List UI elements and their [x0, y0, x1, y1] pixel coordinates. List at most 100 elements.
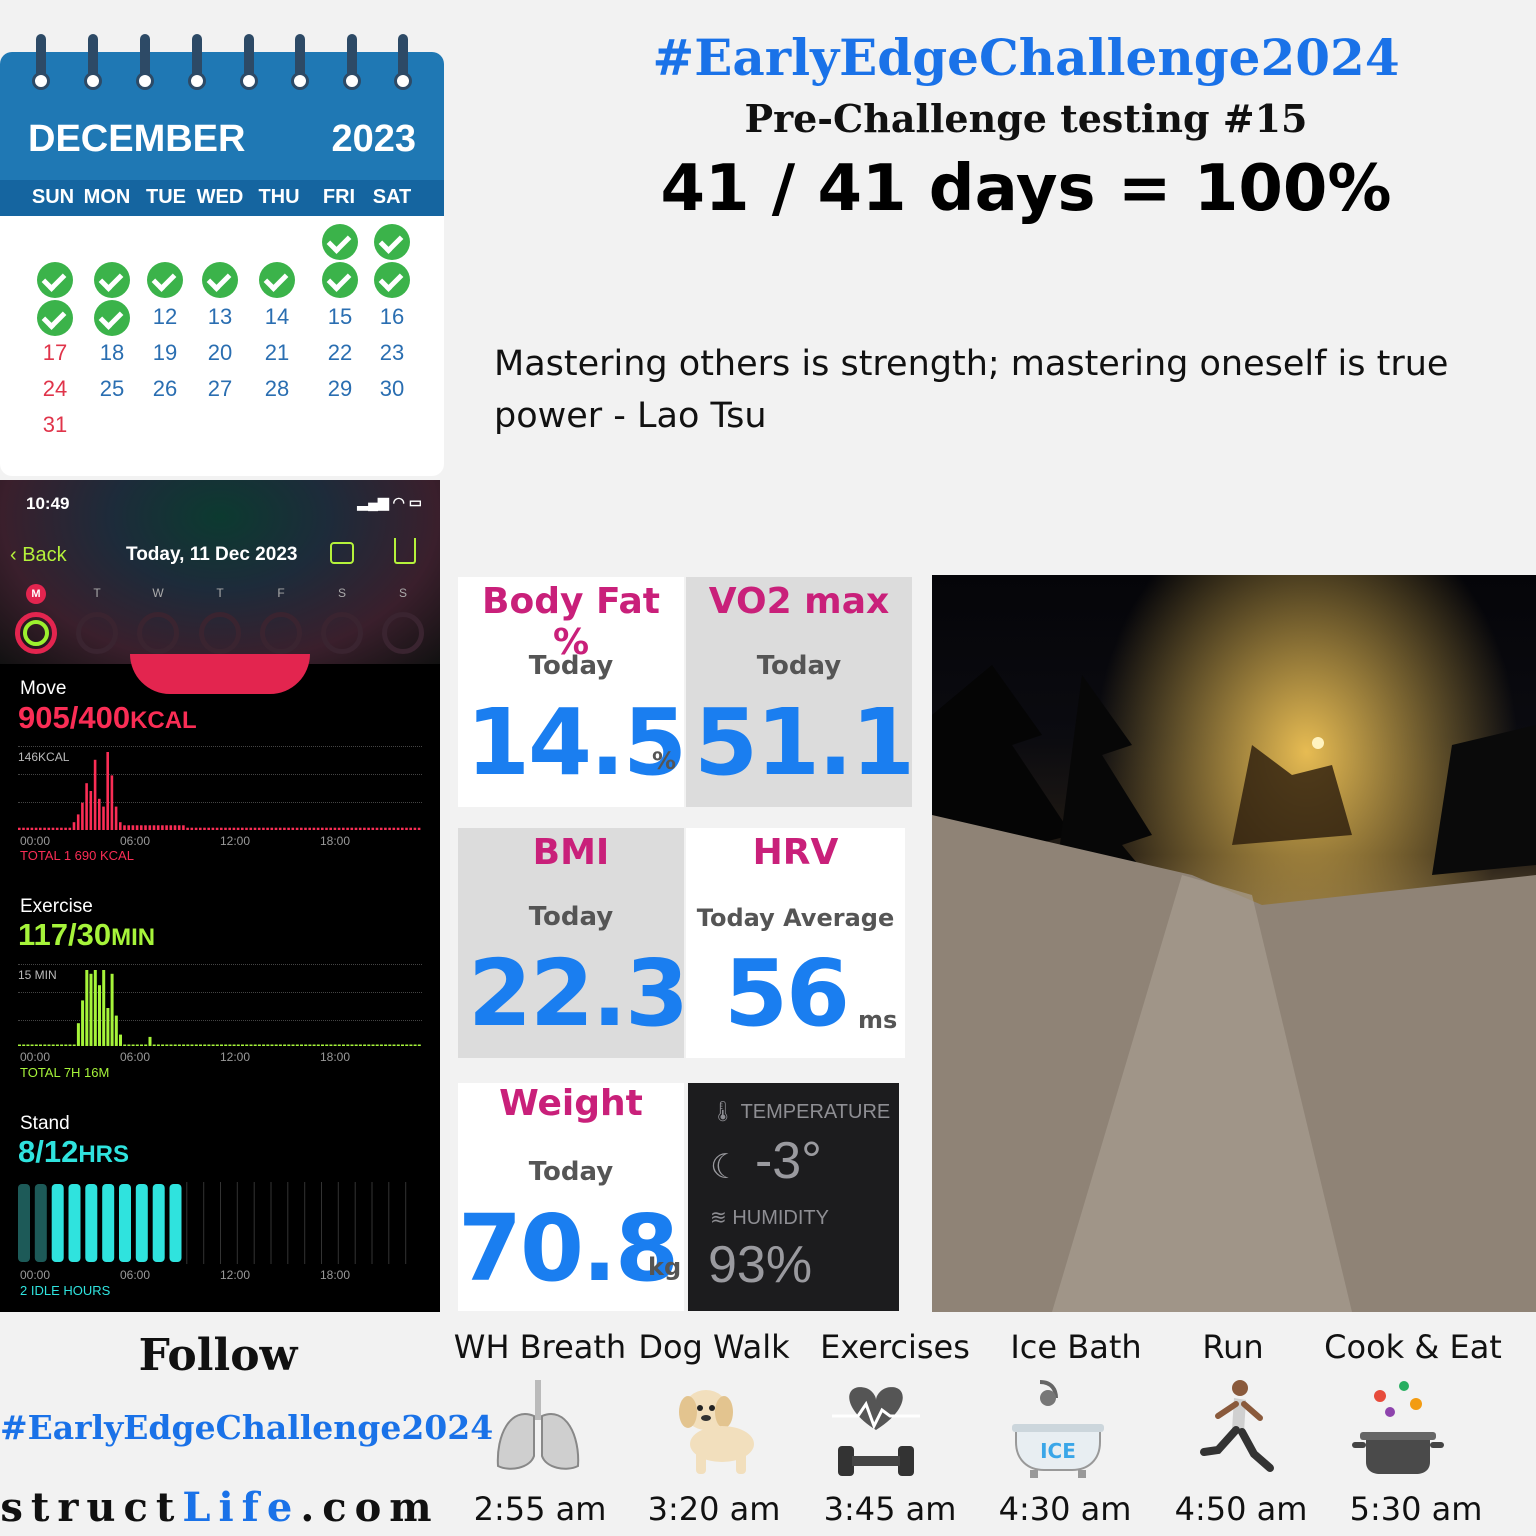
- completed-day-check-icon: [37, 300, 73, 336]
- axis-tick: 00:00: [20, 834, 51, 848]
- axis-tick: 00:00: [20, 1050, 51, 1064]
- move-ring-arc: [130, 654, 310, 694]
- calendar-day: 13: [207, 304, 233, 329]
- chart-bar: [89, 791, 93, 830]
- chart-bar: [186, 1044, 190, 1046]
- chart-bar: [30, 1044, 34, 1046]
- tile-subtitle: Today Average: [696, 904, 895, 932]
- chart-bar: [119, 822, 122, 830]
- activity-ring[interactable]: [382, 612, 424, 654]
- chart-bar: [262, 1044, 266, 1046]
- chart-bar: [337, 1044, 341, 1046]
- chart-bar: [135, 1044, 139, 1046]
- activity-ring[interactable]: [137, 612, 179, 654]
- chart-bar: [144, 825, 147, 830]
- chart-bar: [123, 1044, 127, 1046]
- chart-bar: [287, 1044, 291, 1046]
- chart-bar: [333, 827, 337, 830]
- calendar-day: 24: [42, 376, 68, 401]
- share-icon[interactable]: [394, 538, 416, 564]
- chart-bar: [89, 973, 93, 1046]
- calendar-day: 20: [207, 340, 233, 365]
- exercise-total: TOTAL 7H 16M: [20, 1065, 110, 1080]
- temperature-text: -3°: [754, 1132, 822, 1190]
- activity-ring[interactable]: [260, 612, 302, 654]
- chart-bar: [60, 827, 63, 830]
- chart-bar: [26, 827, 29, 830]
- day-label[interactable]: S: [398, 586, 408, 600]
- chart-bar: [384, 1044, 388, 1046]
- day-label[interactable]: T: [216, 586, 224, 600]
- bmi-tile: BMI Today 22.3: [458, 828, 684, 1058]
- temperature-label: 🌡︎ TEMPERATURE: [710, 1099, 890, 1124]
- exercise-bars: [18, 970, 421, 1046]
- weight-unit: kg: [648, 1253, 682, 1281]
- chart-bar: [274, 827, 278, 830]
- chart-bar: [131, 825, 135, 830]
- chart-bar: [123, 825, 126, 830]
- chart-bar: [236, 1044, 240, 1046]
- tile-title: Body Fat %: [482, 581, 660, 663]
- day-label[interactable]: W: [152, 586, 164, 600]
- chart-bar: [182, 825, 185, 830]
- chart-bar: [169, 1044, 173, 1046]
- stand-hour-tick: [186, 1182, 188, 1264]
- chart-bar: [350, 1044, 354, 1046]
- chart-bar: [388, 1044, 392, 1046]
- calendar-day: 29: [327, 376, 353, 401]
- chart-bar: [114, 806, 118, 830]
- chart-bar: [245, 827, 248, 830]
- chart-bar: [396, 1044, 400, 1046]
- chart-bar: [220, 827, 223, 830]
- chart-bar: [316, 1044, 320, 1046]
- weekday-label: FRI: [322, 186, 356, 208]
- chart-bar: [156, 825, 160, 830]
- habit-label: Ice Bath: [1010, 1328, 1142, 1366]
- chart-bar: [144, 1044, 148, 1046]
- exercise-label: Exercise: [20, 896, 93, 917]
- day-label[interactable]: T: [93, 586, 101, 600]
- chart-bar: [177, 1044, 181, 1046]
- calendar-day: 30: [379, 376, 405, 401]
- chart-bar: [215, 1044, 219, 1046]
- habit-label: Dog Walk: [638, 1328, 790, 1366]
- day-label-selected[interactable]: M: [26, 584, 46, 604]
- chart-bar: [401, 1044, 404, 1046]
- activity-ring-selected[interactable]: [15, 612, 57, 654]
- axis-tick: 12:00: [220, 1050, 251, 1064]
- calendar-binder-rings: [0, 34, 444, 100]
- chart-bar: [207, 1044, 211, 1046]
- chart-bar: [228, 1044, 232, 1046]
- humidity-label: ≋ HUMIDITY: [710, 1205, 829, 1230]
- back-button[interactable]: ‹ Back: [10, 544, 67, 566]
- chart-bar: [405, 1044, 409, 1046]
- chart-bar: [363, 1044, 367, 1046]
- activity-ring[interactable]: [199, 612, 241, 654]
- activity-ring[interactable]: [76, 612, 118, 654]
- day-label[interactable]: S: [337, 586, 347, 600]
- chart-bar: [384, 827, 387, 830]
- habit-label: Exercises: [820, 1328, 970, 1366]
- chart-bar: [51, 827, 55, 830]
- calendar-day: 28: [264, 376, 290, 401]
- stand-hour-tick: [236, 1182, 238, 1264]
- chart-bar: [300, 1044, 303, 1046]
- calendar-icon[interactable]: [330, 542, 354, 564]
- exercise-number: 117/30: [18, 917, 112, 952]
- chart-bar: [367, 1044, 371, 1046]
- chart-bar: [81, 802, 84, 830]
- chart-bar: [350, 827, 354, 830]
- habit-time: 4:50 am: [1174, 1490, 1308, 1528]
- chart-bar: [266, 1044, 270, 1046]
- chart-bar: [43, 1044, 47, 1046]
- chart-bar: [409, 827, 412, 830]
- day-label[interactable]: F: [277, 586, 285, 600]
- binder-ring: [32, 34, 50, 98]
- chart-bar: [329, 827, 332, 830]
- chart-bar: [220, 1044, 223, 1046]
- chart-bar: [60, 1044, 64, 1046]
- chart-bar: [190, 1044, 194, 1046]
- stand-total: 2 IDLE HOURS: [20, 1283, 111, 1298]
- activity-app-screenshot: 10:49 ▂▄▆ ◠ ▭ ‹ Back Today, 11 Dec 2023 …: [0, 480, 440, 1312]
- activity-ring[interactable]: [321, 612, 363, 654]
